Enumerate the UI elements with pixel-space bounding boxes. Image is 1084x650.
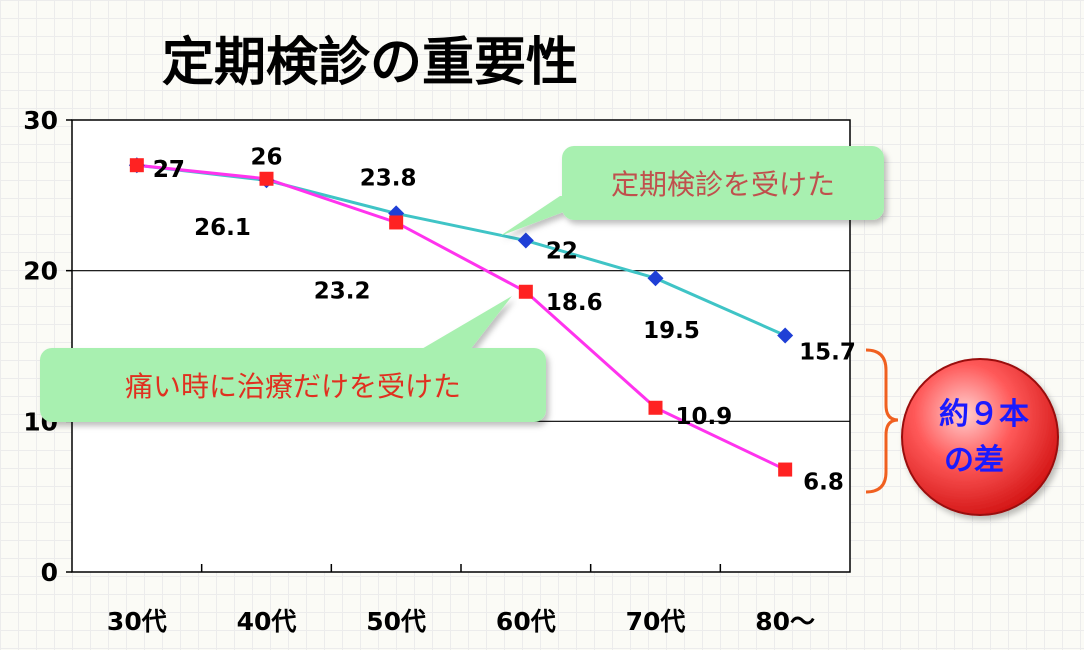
- data-label: 6.8: [803, 470, 844, 496]
- x-tick-label: 60代: [496, 607, 556, 636]
- series-layer: [128, 157, 794, 477]
- data-point-square: [648, 400, 663, 415]
- data-point-diamond: [777, 327, 794, 344]
- callout-regular-checkup: [500, 146, 884, 236]
- series-line: [136, 163, 786, 471]
- data-label: 15.7: [799, 339, 856, 365]
- data-label: 23.8: [360, 165, 417, 191]
- callout-pain-only: [40, 296, 546, 422]
- callout-pain-pointer: [420, 296, 512, 350]
- callout-pain-label: 痛い時に治療だけを受けた: [125, 370, 461, 403]
- data-point-square: [778, 462, 793, 477]
- x-tick-label: 50代: [366, 607, 426, 636]
- difference-badge-line2: の差: [944, 443, 1004, 478]
- data-label: 27: [153, 157, 185, 183]
- y-tick-label: 30: [23, 106, 58, 135]
- data-label: 26.1: [194, 215, 251, 241]
- y-tick-label: 0: [41, 558, 58, 587]
- callout-regular-label: 定期検診を受けた: [611, 168, 835, 201]
- data-point-diamond: [647, 270, 664, 287]
- y-tick-label: 20: [23, 257, 58, 286]
- difference-brace: [865, 348, 899, 494]
- data-point-square: [518, 284, 533, 299]
- x-tick-label: 80～: [755, 607, 815, 636]
- data-label: 19.5: [643, 318, 700, 344]
- x-tick-label: 70代: [626, 607, 686, 636]
- data-point-diamond: [517, 232, 534, 249]
- data-label: 22: [546, 239, 578, 265]
- data-point-square: [259, 171, 274, 186]
- data-label: 27: [153, 157, 185, 183]
- data-label: 26: [250, 144, 282, 170]
- chart-title: 定期検診の重要性: [162, 33, 578, 93]
- data-label: 23.2: [314, 278, 371, 304]
- callout-regular-box: [562, 146, 884, 220]
- data-point-square: [389, 215, 404, 230]
- data-label: 10.9: [676, 404, 733, 430]
- x-tick-label: 40代: [237, 607, 297, 636]
- callout-pain-box: [40, 348, 546, 422]
- data-point-square: [129, 158, 144, 173]
- difference-badge-line1: 約９本: [939, 397, 1029, 432]
- x-tick-label: 30代: [107, 607, 167, 636]
- data-label: 18.6: [546, 290, 603, 316]
- difference-badge-circle: [901, 358, 1059, 516]
